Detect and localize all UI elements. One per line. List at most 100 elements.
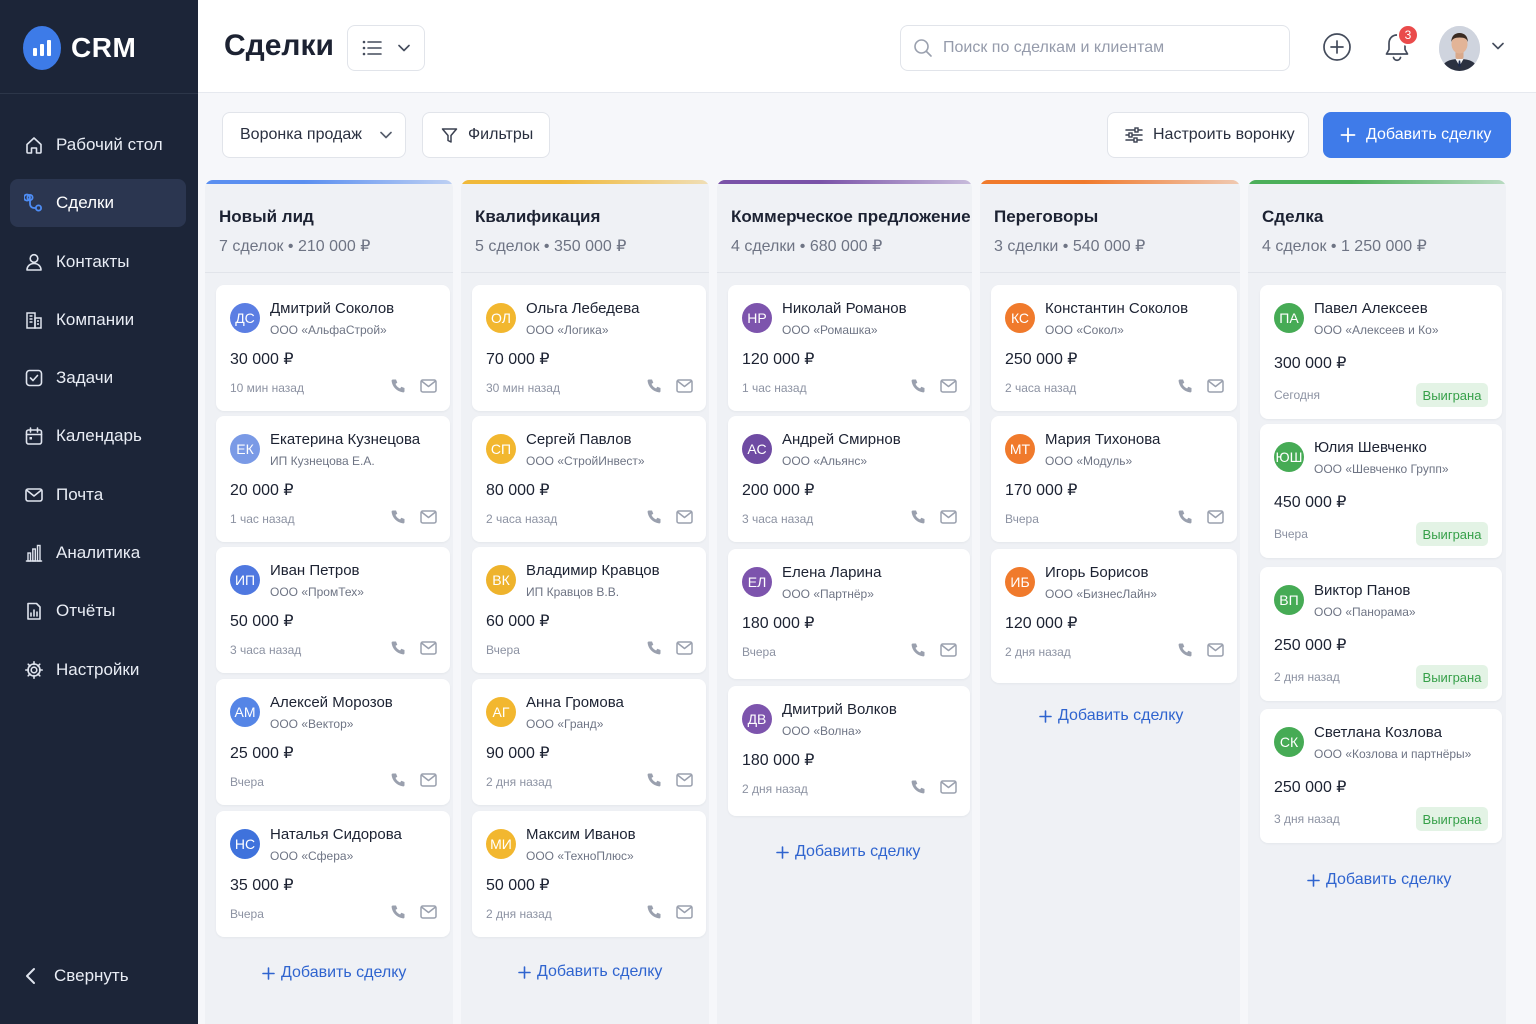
funnel-select[interactable]: Воронка продаж [222,112,406,158]
gear-icon [25,660,43,679]
deal-card[interactable]: ВК Владимир Кравцов ИП Кравцов В.В. 60 000 … [472,547,706,673]
sidebar-item-user[interactable]: Контакты [10,238,186,286]
add-circle-icon[interactable] [1322,32,1352,62]
deal-card[interactable]: АС Андрей Смирнов ООО «Альянс» 200 000 ₽ 3 ч… [728,416,970,542]
sidebar-item-building[interactable]: Компании [10,296,186,344]
add-deal-button[interactable]: Добавить сделку [1323,112,1511,158]
sidebar-item-mail[interactable]: Почта [10,471,186,519]
deal-contact-name: Екатерина Кузнецова [270,431,421,448]
calendar-icon [25,427,43,446]
deal-contact-name: Максим Иванов [526,826,636,843]
column-add-deal-link[interactable]: Добавить сделку [1039,707,1183,725]
phone-icon[interactable] [1177,509,1193,525]
mail-icon[interactable] [676,379,693,393]
deal-card[interactable]: ОЛ Ольга Лебедева ООО «Логика» 70 000 ₽ 30 м… [472,285,706,411]
deal-card[interactable]: АГ Анна Громова ООО «Гранд» 90 000 ₽ 2 дня н… [472,679,706,805]
sidebar-item-calendar[interactable]: Календарь [10,412,186,460]
deal-card[interactable]: ИБ Игорь Борисов ООО «БизнесЛайн» 120 000 ₽… [991,549,1237,683]
deal-card[interactable]: МТ Мария Тихонова ООО «Модуль» 170 000 ₽ Вче… [991,416,1237,542]
deal-avatar: ЮШ [1274,442,1304,472]
mail-icon[interactable] [676,773,693,787]
deal-card[interactable]: ЮШ Юлия Шевченко ООО «Шевченко Групп» 450 0… [1260,424,1502,558]
column-add-deal-link[interactable]: Добавить сделку [776,843,920,861]
app-logo[interactable]: CRM [23,26,136,70]
deal-company: ООО «БизнесЛайн» [1045,587,1157,601]
mail-icon[interactable] [676,905,693,919]
deal-card[interactable]: НР Николай Романов ООО «Ромашка» 120 000 ₽ 1… [728,285,970,411]
column-add-deal-link[interactable]: Добавить сделку [1307,871,1451,889]
mail-icon[interactable] [1207,643,1224,657]
deal-card[interactable]: ИП Иван Петров ООО «ПромТех» 50 000 ₽ 3 часа… [216,547,450,673]
phone-icon[interactable] [646,904,662,920]
deal-card[interactable]: ЕК Екатерина Кузнецова ИП Кузнецова Е.А. 20… [216,416,450,542]
deal-card[interactable]: АМ Алексей Морозов ООО «Вектор» 25 000 ₽ Вче… [216,679,450,805]
deal-card[interactable]: КС Константин Соколов ООО «Сокол» 250 000 ₽… [991,285,1237,411]
phone-icon[interactable] [390,904,406,920]
phone-icon[interactable] [910,509,926,525]
deal-amount: 25 000 ₽ [230,745,294,762]
pipeline-column: Переговоры 3 сделки • 540 000 ₽ КС Констант… [980,180,1240,1024]
sidebar-item-deals[interactable]: Сделки [10,179,186,228]
plus-icon [1307,873,1320,887]
deal-amount: 80 000 ₽ [486,482,550,499]
phone-icon[interactable] [390,772,406,788]
search-box [900,25,1290,71]
deal-amount: 50 000 ₽ [486,877,550,894]
mail-icon[interactable] [676,510,693,524]
deal-card[interactable]: НС Наталья Сидорова ООО «Сфера» 35 000 ₽ Вче… [216,811,450,937]
add-deal-label: Добавить сделку [1366,126,1492,143]
mail-icon[interactable] [420,905,437,919]
chevron-down-icon [380,131,392,139]
phone-icon[interactable] [646,509,662,525]
deal-avatar: ДС [230,303,260,333]
chevron-down-icon[interactable] [1492,42,1504,50]
mail-icon[interactable] [1207,379,1224,393]
sidebar-item-gear[interactable]: Настройки [10,646,186,694]
deal-card[interactable]: ВП Виктор Панов ООО «Панорама» 250 000 ₽ 2 д… [1260,567,1502,701]
mail-icon[interactable] [940,780,957,794]
sidebar-item-report[interactable]: Отчёты [10,587,186,635]
deal-card[interactable]: СК Светлана Козлова ООО «Козлова и партнёр… [1260,709,1502,843]
deal-contact-name: Игорь Борисов [1045,564,1149,581]
phone-icon[interactable] [910,779,926,795]
mail-icon[interactable] [940,643,957,657]
deal-card[interactable]: ПА Павел Алексеев ООО «Алексеев и Ко» 300 0… [1260,285,1502,419]
filters-button[interactable]: Фильтры [422,112,550,158]
view-toggle[interactable] [347,25,425,71]
search-input[interactable] [943,39,1273,57]
checkbox-icon [25,369,43,387]
sidebar-item-label: Аналитика [56,543,141,563]
sidebar-item-checkbox[interactable]: Задачи [10,354,186,402]
phone-icon[interactable] [390,509,406,525]
column-add-deal-link[interactable]: Добавить сделку [518,963,662,981]
sidebar-item-analytics[interactable]: Аналитика [10,529,186,577]
phone-icon[interactable] [646,772,662,788]
phone-icon[interactable] [910,642,926,658]
phone-icon[interactable] [910,378,926,394]
mail-icon[interactable] [1207,510,1224,524]
deal-card[interactable]: ЕЛ Елена Ларина ООО «Партнёр» 180 000 ₽ Вчер… [728,549,970,679]
phone-icon[interactable] [646,378,662,394]
deal-card[interactable]: ДС Дмитрий Соколов ООО «АльфаСтрой» 30 000 … [216,285,450,411]
chevron-down-icon [398,44,410,52]
mail-icon[interactable] [420,773,437,787]
user-avatar[interactable] [1439,26,1480,71]
phone-icon[interactable] [390,378,406,394]
phone-icon[interactable] [646,640,662,656]
deal-card[interactable]: СП Сергей Павлов ООО «СтройИнвест» 80 000 ₽… [472,416,706,542]
deal-card[interactable]: МИ Максим Иванов ООО «ТехноПлюс» 50 000 ₽ 2 … [472,811,706,937]
phone-icon[interactable] [1177,378,1193,394]
phone-icon[interactable] [390,640,406,656]
mail-icon[interactable] [676,641,693,655]
sidebar-item-home[interactable]: Рабочий стол [10,121,186,169]
deal-card[interactable]: ДВ Дмитрий Волков ООО «Волна» 180 000 ₽ 2 дн… [728,686,970,816]
collapse-button[interactable]: Свернуть [24,966,129,986]
mail-icon[interactable] [420,510,437,524]
mail-icon[interactable] [940,379,957,393]
configure-funnel-button[interactable]: Настроить воронку [1107,112,1309,158]
mail-icon[interactable] [940,510,957,524]
mail-icon[interactable] [420,641,437,655]
column-add-deal-link[interactable]: Добавить сделку [262,964,406,982]
mail-icon[interactable] [420,379,437,393]
phone-icon[interactable] [1177,642,1193,658]
